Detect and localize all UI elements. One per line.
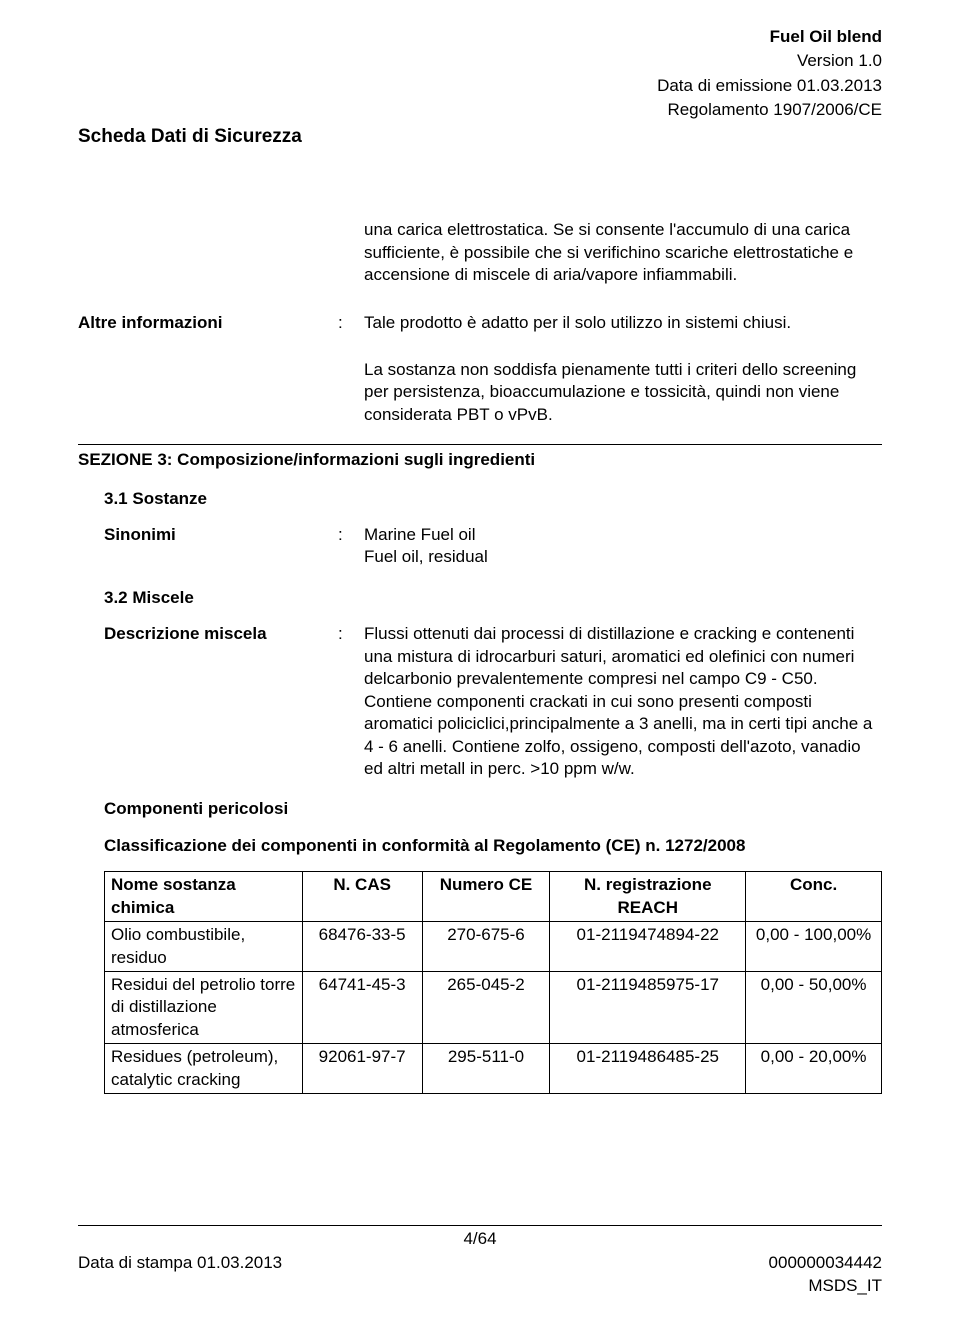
header-meta: Fuel Oil blend Version 1.0 Data di emiss… <box>657 26 882 124</box>
section-3-heading: SEZIONE 3: Composizione/informazioni sug… <box>78 449 882 471</box>
classificazione-heading: Classificazione dei componenti in confor… <box>104 835 882 857</box>
page-footer: 4/64 Data di stampa 01.03.2013 000000034… <box>78 1225 882 1297</box>
mixdesc-row: Descrizione miscela : Flussi ottenuti da… <box>104 623 882 780</box>
colon-sep: : <box>338 524 364 569</box>
other-info-row: Altre informazioni : Tale prodotto è ada… <box>78 312 882 334</box>
colon-sep: : <box>338 623 364 780</box>
col-reach: N. registrazione REACH <box>550 872 746 922</box>
synonym-line-2: Fuel oil, residual <box>364 546 882 568</box>
components-table: Nome sostanza chimica N. CAS Numero CE N… <box>104 871 882 1094</box>
other-info-value: Tale prodotto è adatto per il solo utili… <box>364 312 882 334</box>
componenti-heading: Componenti pericolosi <box>104 798 882 820</box>
cell-reach: 01-2119485975-17 <box>550 972 746 1044</box>
cell-conc: 0,00 - 20,00% <box>746 1044 882 1094</box>
subsection-3-2: 3.2 Miscele <box>104 587 882 609</box>
table-header-row: Nome sostanza chimica N. CAS Numero CE N… <box>105 872 882 922</box>
section-divider <box>78 444 882 445</box>
regulation-text: Regolamento 1907/2006/CE <box>657 99 882 121</box>
cell-name: Residui del petrolio torre di distillazi… <box>105 972 303 1044</box>
page-title: Scheda Dati di Sicurezza <box>78 124 882 149</box>
cell-cas: 64741-45-3 <box>302 972 422 1044</box>
col-cas: N. CAS <box>302 872 422 922</box>
other-info-label: Altre informazioni <box>78 312 338 334</box>
table-row: Residues (petroleum), catalytic cracking… <box>105 1044 882 1094</box>
synonyms-row: Sinonimi : Marine Fuel oil Fuel oil, res… <box>104 524 882 569</box>
table-row: Olio combustibile, residuo 68476-33-5 27… <box>105 922 882 972</box>
version-text: Version 1.0 <box>657 50 882 72</box>
mixdesc-label: Descrizione miscela <box>104 623 338 780</box>
cell-ce: 265-045-2 <box>422 972 550 1044</box>
cell-cas: 68476-33-5 <box>302 922 422 972</box>
synonym-line-1: Marine Fuel oil <box>364 524 882 546</box>
col-ce: Numero CE <box>422 872 550 922</box>
doc-number: 000000034442 <box>769 1252 882 1274</box>
cell-reach: 01-2119474894-22 <box>550 922 746 972</box>
msds-code: MSDS_IT <box>769 1275 882 1297</box>
print-date: Data di stampa 01.03.2013 <box>78 1252 282 1297</box>
pbt-note: La sostanza non soddisfa pienamente tutt… <box>364 359 882 426</box>
footer-divider <box>78 1225 882 1226</box>
cell-reach: 01-2119486485-25 <box>550 1044 746 1094</box>
cell-name: Olio combustibile, residuo <box>105 922 303 972</box>
synonyms-value: Marine Fuel oil Fuel oil, residual <box>364 524 882 569</box>
col-nome: Nome sostanza chimica <box>105 872 303 922</box>
synonyms-label: Sinonimi <box>104 524 338 569</box>
subsection-3-1: 3.1 Sostanze <box>104 488 882 510</box>
product-name: Fuel Oil blend <box>657 26 882 48</box>
cell-conc: 0,00 - 50,00% <box>746 972 882 1044</box>
col-conc: Conc. <box>746 872 882 922</box>
emission-date: Data di emissione 01.03.2013 <box>657 75 882 97</box>
cell-ce: 295-511-0 <box>422 1044 550 1094</box>
cell-conc: 0,00 - 100,00% <box>746 922 882 972</box>
intro-paragraph: una carica elettrostatica. Se si consent… <box>364 219 882 286</box>
colon-sep: : <box>338 312 364 334</box>
page-number: 4/64 <box>78 1228 882 1250</box>
cell-cas: 92061-97-7 <box>302 1044 422 1094</box>
cell-ce: 270-675-6 <box>422 922 550 972</box>
cell-name: Residues (petroleum), catalytic cracking <box>105 1044 303 1094</box>
mixdesc-value: Flussi ottenuti dai processi di distilla… <box>364 623 882 780</box>
table-row: Residui del petrolio torre di distillazi… <box>105 972 882 1044</box>
